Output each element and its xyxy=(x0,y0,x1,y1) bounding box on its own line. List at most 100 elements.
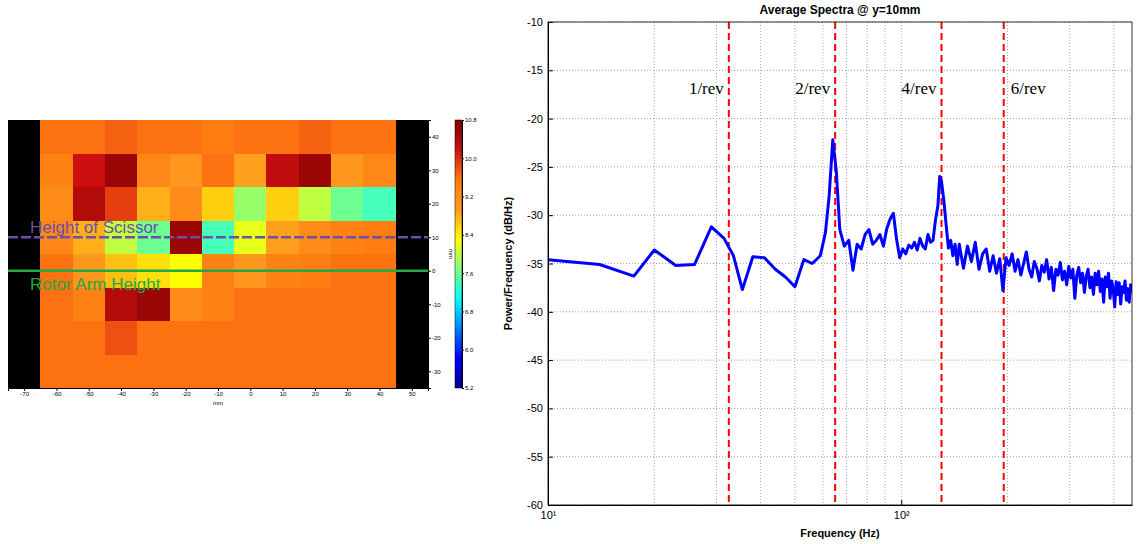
colorbar-axis-tick: 6.0 xyxy=(462,347,474,353)
plot-frame xyxy=(548,22,1132,505)
tick-label: 10.0 xyxy=(465,156,477,162)
annotation-label: 1/rev xyxy=(689,79,724,98)
heatmap-cell xyxy=(40,321,73,355)
heatmap-cell xyxy=(137,154,170,188)
tick-label: -30 xyxy=(432,369,441,375)
tick-label: -50 xyxy=(85,391,94,397)
reference-line xyxy=(8,270,428,273)
heatmap-cell xyxy=(170,321,203,355)
y-grid-line xyxy=(548,408,1132,409)
x-axis: -70-60-50-40-30-20-1001020304050 xyxy=(9,388,429,397)
colorbar-axis-line xyxy=(463,121,465,389)
heatmap-cell xyxy=(234,355,267,389)
heatmap-cell xyxy=(73,355,106,389)
tick-label: 8.4 xyxy=(465,232,474,238)
annotation-label: 4/rev xyxy=(902,79,937,98)
y-axis-tick: -40 xyxy=(527,306,553,318)
colorbar-axis-tick: 10.0 xyxy=(462,156,477,162)
colorbar-axis-tick: 5.2 xyxy=(462,385,474,391)
heatmap-cell xyxy=(266,187,299,221)
tick-label: 40 xyxy=(377,391,384,397)
tick-label: -35 xyxy=(527,258,543,270)
y-axis-tick: -20 xyxy=(527,113,553,125)
x-axis: 10¹10² xyxy=(541,500,1133,521)
colorbar-axis-tick: 10.8 xyxy=(462,117,477,123)
tick-mark xyxy=(548,167,553,168)
tick-label: -30 xyxy=(527,209,543,221)
tick-label: 20 xyxy=(312,391,319,397)
heatmap-cell xyxy=(40,187,73,221)
heatmap-cell xyxy=(170,187,203,221)
y-axis-tick: -20 xyxy=(428,335,441,341)
spectrum-line xyxy=(548,140,1132,307)
heatmap-cell xyxy=(299,120,332,154)
tick-mark xyxy=(462,273,464,274)
y-axis-tick: -30 xyxy=(428,369,441,375)
y-axis-tick: -10 xyxy=(428,302,441,308)
heatmap-cell xyxy=(363,321,396,355)
figure: Height of ScissorRotor Arm Height-70-60-… xyxy=(0,0,1140,544)
heatmap-cell xyxy=(202,120,235,154)
tick-mark xyxy=(548,360,553,361)
tick-label: 7.6 xyxy=(465,271,474,277)
y-grid-line xyxy=(548,118,1132,119)
colorbar-axis: 5.26.06.87.68.49.210.010.8 xyxy=(462,117,477,391)
heatmap-cell xyxy=(170,120,203,154)
tick-label: -30 xyxy=(150,391,159,397)
reference-label: Height of Scissor xyxy=(30,218,159,237)
grid xyxy=(548,22,1132,505)
tick-label: -25 xyxy=(527,161,543,173)
heatmap-cell xyxy=(266,120,299,154)
x-minor-grid-line xyxy=(846,22,847,505)
heatmap-cell xyxy=(137,355,170,389)
tick-label: 10 xyxy=(280,391,287,397)
heatmap-cell xyxy=(363,154,396,188)
colorbar-axis-tick: 8.4 xyxy=(462,232,474,238)
tick-mark xyxy=(462,388,464,389)
tick-label: -10 xyxy=(432,302,441,308)
heatmap-plot xyxy=(8,120,428,388)
x-axis-title: Frequency (Hz) xyxy=(800,527,880,539)
heatmap-cell xyxy=(234,154,267,188)
tick-label: -20 xyxy=(182,391,191,397)
tick-label: 9.2 xyxy=(465,194,474,200)
heatmap-cell xyxy=(202,288,235,322)
heatmap-cell xyxy=(105,120,138,154)
y-axis-tick: 20 xyxy=(428,201,439,207)
y-axis-tick: -35 xyxy=(527,258,553,270)
tick-mark xyxy=(548,408,553,409)
x-axis-tick: 20 xyxy=(312,388,319,397)
x-axis-tick: -50 xyxy=(85,388,94,397)
heatmap-cell xyxy=(234,321,267,355)
heatmap-cell xyxy=(363,288,396,322)
tick-mark xyxy=(428,371,431,372)
heatmap-cell xyxy=(105,154,138,188)
y-grid-line xyxy=(548,456,1132,457)
annotation-line xyxy=(834,22,836,505)
heatmap-cell xyxy=(170,288,203,322)
y-axis-tick: 40 xyxy=(428,134,439,140)
tick-label: -10 xyxy=(527,16,543,28)
y-grid-line xyxy=(548,311,1132,312)
tick-label: 30 xyxy=(432,168,439,174)
y-axis-title: Power/Frequency (dB/Hz) xyxy=(502,197,514,331)
x-axis-tick: -10 xyxy=(214,388,223,397)
heatmap-cell xyxy=(137,120,170,154)
y-axis-tick: -55 xyxy=(527,451,553,463)
heatmap-cell xyxy=(73,187,106,221)
y-grid-line xyxy=(548,70,1132,71)
no-data-background xyxy=(8,120,428,388)
annotation-label: 2/rev xyxy=(795,79,830,98)
y-grid-line xyxy=(548,360,1132,361)
heatmap-cell xyxy=(331,321,364,355)
x-axis-tick: 0 xyxy=(249,388,253,397)
tick-label: 0 xyxy=(249,391,253,397)
tick-label: -60 xyxy=(53,391,62,397)
tick-mark xyxy=(901,500,902,505)
tick-mark xyxy=(548,457,553,458)
tick-mark xyxy=(428,204,431,205)
x-axis-tick: -30 xyxy=(150,388,159,397)
y-axis-title: mm xyxy=(448,249,454,259)
tick-mark xyxy=(548,70,553,71)
x-axis-tick: 40 xyxy=(377,388,384,397)
